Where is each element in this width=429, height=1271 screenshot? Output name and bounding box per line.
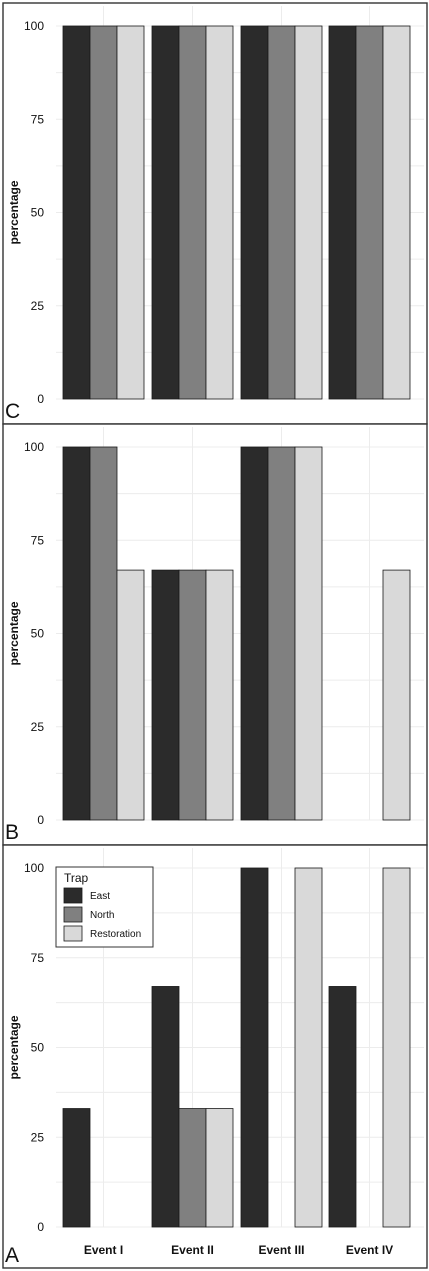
- bar-restoration-3: [294, 25, 323, 400]
- bar-north-2: [178, 25, 207, 400]
- y-tick-label: 25: [31, 720, 45, 734]
- bar-restoration-2: [205, 1108, 234, 1228]
- y-axis-title: percentage: [7, 1015, 21, 1079]
- bar-north-1: [89, 446, 118, 821]
- bar-north-2: [178, 1108, 207, 1228]
- bar-north-2: [178, 569, 207, 821]
- y-axis-title: percentage: [7, 601, 21, 665]
- y-tick-label: 75: [31, 951, 45, 965]
- bar-east-4: [328, 986, 357, 1228]
- bar-east-3: [240, 446, 269, 821]
- y-axis-title: percentage: [7, 180, 21, 244]
- panel-letter: B: [5, 821, 19, 844]
- panel-letter: C: [5, 400, 20, 423]
- y-tick-label: 100: [24, 861, 44, 875]
- y-tick-label: 75: [31, 112, 45, 126]
- bar-east-2: [151, 986, 180, 1228]
- bar-east-1: [62, 1108, 91, 1228]
- y-tick-label: 25: [31, 299, 45, 313]
- y-tick-label: 50: [31, 1041, 45, 1055]
- y-tick-label: 100: [24, 19, 44, 33]
- x-category-label: Event IV: [346, 1243, 393, 1257]
- legend-title: Trap: [64, 871, 89, 885]
- chart-panel-c: 0 25 50 75 100 percentage C: [2, 2, 428, 425]
- bar-east-3: [240, 867, 269, 1228]
- bar-restoration-2: [205, 25, 234, 400]
- bar-north-1: [89, 25, 118, 400]
- bar-east-3: [240, 25, 269, 400]
- bar-east-2: [151, 569, 180, 821]
- y-tick-label: 0: [37, 1220, 44, 1234]
- bar-north-3: [267, 446, 296, 821]
- bar-east-1: [62, 25, 91, 400]
- legend-swatch-restoration: [63, 925, 83, 942]
- chart-panel-a: 0 25 50 75 100 percentage A Event I Event II Even…: [2, 844, 428, 1269]
- y-tick-label: 100: [24, 440, 44, 454]
- x-category-label: Event I: [84, 1243, 123, 1257]
- x-category-label: Event III: [258, 1243, 304, 1257]
- panel-letter: A: [5, 1244, 19, 1267]
- legend-swatch-north: [63, 906, 83, 923]
- y-tick-label: 50: [31, 627, 45, 641]
- bar-restoration-3: [294, 446, 323, 821]
- bar-east-4: [328, 25, 357, 400]
- bar-restoration-1: [116, 569, 145, 821]
- bar-restoration-4: [382, 569, 411, 821]
- chart-panel-b: 0 25 50 75 100 percentage B: [2, 423, 428, 846]
- legend-swatch-east: [63, 887, 83, 904]
- x-category-label: Event II: [171, 1243, 214, 1257]
- bar-restoration-4: [382, 25, 411, 400]
- bar-restoration-4: [382, 867, 411, 1228]
- y-tick-label: 75: [31, 533, 45, 547]
- y-tick-label: 50: [31, 206, 45, 220]
- legend-label: Restoration: [90, 929, 141, 940]
- bar-north-4: [355, 25, 384, 400]
- legend-label: East: [90, 891, 110, 902]
- bar-restoration-3: [294, 867, 323, 1228]
- bar-restoration-1: [116, 25, 145, 400]
- y-tick-label: 25: [31, 1130, 45, 1144]
- bar-east-1: [62, 446, 91, 821]
- bar-east-2: [151, 25, 180, 400]
- bar-restoration-2: [205, 569, 234, 821]
- legend-label: North: [90, 910, 114, 921]
- bar-north-3: [267, 25, 296, 400]
- y-tick-label: 0: [37, 392, 44, 406]
- y-tick-label: 0: [37, 813, 44, 827]
